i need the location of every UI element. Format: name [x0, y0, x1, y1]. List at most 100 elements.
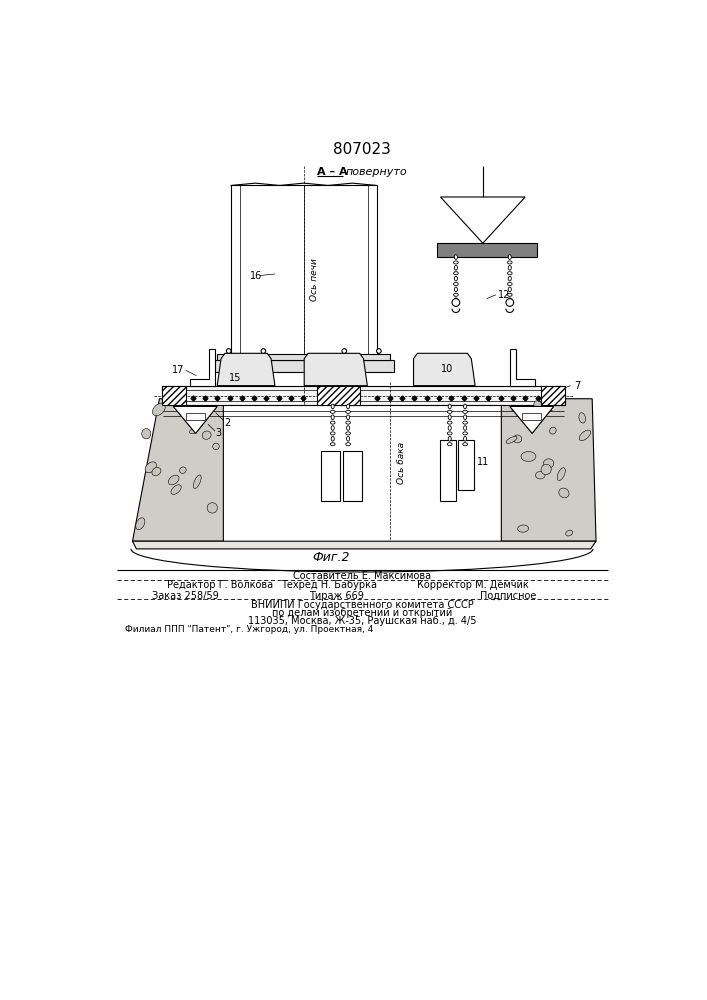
Text: 10: 10	[440, 364, 452, 374]
Ellipse shape	[566, 530, 573, 536]
Circle shape	[377, 349, 381, 353]
Text: 3: 3	[215, 428, 221, 438]
Ellipse shape	[152, 467, 161, 476]
Polygon shape	[173, 406, 217, 433]
Polygon shape	[132, 399, 223, 541]
Text: ВНИИПИ Государственного комитета СССР: ВНИИПИ Государственного комитета СССР	[250, 600, 473, 610]
Text: Тираж 669: Тираж 669	[309, 591, 364, 601]
Ellipse shape	[518, 525, 529, 532]
Ellipse shape	[331, 426, 334, 430]
Ellipse shape	[330, 421, 335, 424]
Ellipse shape	[464, 415, 467, 420]
Text: 12: 12	[498, 290, 510, 300]
Bar	[317, 386, 360, 405]
Text: 15: 15	[229, 373, 241, 383]
Ellipse shape	[153, 403, 165, 416]
Ellipse shape	[463, 410, 467, 413]
Ellipse shape	[463, 443, 467, 446]
Bar	[522, 413, 541, 420]
Ellipse shape	[448, 432, 452, 435]
Ellipse shape	[508, 261, 512, 264]
Text: Ось бака: Ось бака	[397, 442, 406, 484]
Text: Техред Н. Бабурка: Техред Н. Бабурка	[281, 580, 377, 590]
Ellipse shape	[508, 287, 511, 292]
Ellipse shape	[559, 488, 569, 498]
Ellipse shape	[508, 282, 512, 286]
Ellipse shape	[202, 431, 211, 439]
Text: Филиал ППП "Патент", г. Ужгород, ул. Проектная, 4: Филиал ППП "Патент", г. Ужгород, ул. Про…	[125, 625, 373, 634]
Ellipse shape	[549, 427, 556, 434]
Ellipse shape	[448, 426, 451, 430]
Ellipse shape	[506, 436, 517, 443]
Ellipse shape	[454, 293, 458, 296]
Bar	[231, 185, 378, 355]
Ellipse shape	[464, 404, 467, 409]
Text: 17: 17	[172, 365, 184, 375]
Circle shape	[342, 349, 346, 353]
Ellipse shape	[168, 475, 179, 485]
Ellipse shape	[455, 287, 457, 292]
Ellipse shape	[448, 436, 451, 441]
Ellipse shape	[331, 436, 334, 441]
Ellipse shape	[346, 415, 350, 420]
Ellipse shape	[454, 261, 458, 264]
Ellipse shape	[513, 435, 522, 443]
Bar	[214, 360, 395, 372]
Text: Редактор Г. Волкова: Редактор Г. Волкова	[167, 580, 274, 590]
Ellipse shape	[448, 415, 451, 420]
Ellipse shape	[184, 407, 192, 416]
Ellipse shape	[464, 426, 467, 430]
Ellipse shape	[180, 467, 186, 473]
Text: Ось печи: Ось печи	[310, 258, 320, 301]
Ellipse shape	[579, 413, 585, 423]
Ellipse shape	[508, 272, 512, 275]
Ellipse shape	[541, 464, 551, 475]
Bar	[437, 243, 537, 257]
Ellipse shape	[136, 518, 145, 530]
Text: 16: 16	[250, 271, 262, 281]
Text: 7: 7	[573, 381, 580, 391]
Circle shape	[226, 349, 231, 353]
Bar	[162, 386, 187, 405]
Ellipse shape	[330, 432, 335, 435]
Ellipse shape	[448, 404, 451, 409]
Ellipse shape	[534, 401, 543, 410]
Ellipse shape	[454, 282, 458, 286]
Ellipse shape	[330, 443, 335, 446]
Ellipse shape	[579, 430, 590, 441]
Bar	[541, 386, 565, 405]
Bar	[187, 413, 205, 420]
Ellipse shape	[455, 298, 457, 302]
Bar	[217, 354, 390, 360]
Ellipse shape	[207, 503, 218, 513]
Ellipse shape	[346, 410, 351, 413]
Ellipse shape	[557, 468, 566, 481]
Ellipse shape	[213, 443, 219, 450]
Ellipse shape	[455, 266, 457, 270]
Ellipse shape	[330, 410, 335, 413]
Ellipse shape	[455, 276, 457, 281]
Ellipse shape	[346, 443, 351, 446]
Ellipse shape	[189, 427, 199, 434]
Ellipse shape	[463, 421, 467, 424]
Ellipse shape	[448, 421, 452, 424]
Ellipse shape	[521, 452, 536, 461]
Polygon shape	[217, 353, 275, 386]
Text: Составитель Е. Максимова: Составитель Е. Максимова	[293, 571, 431, 581]
Text: 11: 11	[477, 457, 489, 467]
Bar	[440, 440, 456, 501]
Ellipse shape	[171, 485, 181, 494]
Polygon shape	[440, 197, 525, 243]
Circle shape	[261, 349, 266, 353]
Ellipse shape	[464, 436, 467, 441]
Text: Подписное: Подписное	[480, 591, 537, 601]
Polygon shape	[510, 349, 535, 386]
Ellipse shape	[508, 298, 511, 302]
Bar	[162, 386, 565, 405]
Polygon shape	[510, 406, 554, 433]
Ellipse shape	[508, 293, 512, 296]
Circle shape	[452, 299, 460, 306]
Ellipse shape	[346, 426, 350, 430]
Ellipse shape	[346, 421, 351, 424]
Ellipse shape	[346, 432, 351, 435]
